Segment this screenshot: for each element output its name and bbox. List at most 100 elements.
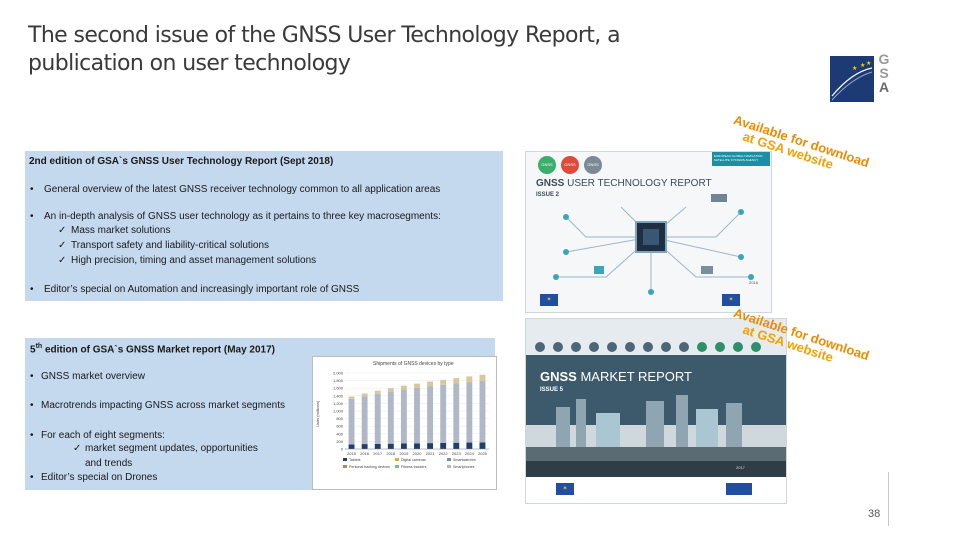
chart-legend-label: Personal tracking devices xyxy=(349,465,390,469)
chart-legend-label: Digital cameras xyxy=(401,458,426,462)
chart-bar xyxy=(414,443,420,449)
cover-year: 2018 xyxy=(749,280,758,285)
chart-x-tick: 2016 xyxy=(360,451,370,456)
chart-bar xyxy=(374,390,381,394)
bullet-dot: • xyxy=(30,284,34,295)
logo-letter: A xyxy=(878,79,890,95)
check-text: market segment updates, opportunities xyxy=(85,443,258,454)
cover-title: GNSS USER TECHNOLOGY REPORT xyxy=(536,178,712,189)
chart-bar xyxy=(387,388,394,392)
check-icon: ✓ xyxy=(58,255,67,266)
circuit-illustration xyxy=(553,194,754,295)
check-text: High precision, timing and asset managem… xyxy=(71,255,317,266)
chart-svg: Shipments of GNSS devices by type Units (… xyxy=(315,361,489,469)
cover-title-rest: USER TECHNOLOGY REPORT xyxy=(567,178,712,189)
bullet-dot: • xyxy=(30,400,34,411)
logo-letter: S xyxy=(879,65,889,81)
bullet-text: For each of eight segments: xyxy=(41,430,165,441)
bullet-text: An in-depth analysis of GNSS user techno… xyxy=(44,211,441,222)
bullet-text: General overview of the latest GNSS rece… xyxy=(44,184,441,195)
chart-legend-label: Smartphones xyxy=(453,465,475,469)
chart-y-tick: 1,000 xyxy=(333,409,344,414)
chart-bar xyxy=(348,398,355,445)
check-icon: ✓ xyxy=(73,443,82,454)
panel-heading: 2nd edition of GSA`s GNSS User Technolog… xyxy=(29,156,334,167)
svg-text:★: ★ xyxy=(860,62,865,69)
check-icon: ✓ xyxy=(58,240,67,251)
chart-bar xyxy=(427,386,434,444)
bullet-text: Editor’s special on Drones xyxy=(41,472,158,483)
chart-legend-label: Tablets xyxy=(349,458,361,462)
chart-bar xyxy=(479,380,486,443)
cover-year: 2017 xyxy=(736,465,745,470)
chart-bar xyxy=(414,387,420,444)
chart-bar xyxy=(440,379,447,385)
cover-badge: GNSS xyxy=(584,156,602,174)
chart-x-tick: 2025 xyxy=(478,451,488,456)
chart-bar xyxy=(361,444,368,449)
cover-issue: ISSUE 2 xyxy=(536,192,560,198)
chart-bar xyxy=(466,376,473,383)
chart-x-tick: 2024 xyxy=(465,451,475,456)
cover-badge: GNSS xyxy=(538,156,556,174)
chart-bar xyxy=(466,382,473,443)
eu-flag-icon: ✶ xyxy=(540,294,558,306)
chart-x-tick: 2021 xyxy=(426,451,436,456)
svg-text:★: ★ xyxy=(866,60,871,67)
chart-bar xyxy=(427,381,434,387)
chart-y-tick: 400 xyxy=(336,431,343,436)
chart-legend-label: Smartwatches xyxy=(453,458,476,462)
chart-bar xyxy=(453,378,460,384)
chart-bar xyxy=(453,442,460,449)
chart-bar xyxy=(400,385,407,390)
chart-bar xyxy=(400,443,407,449)
chart-legend-swatch xyxy=(343,458,347,461)
chart-title: Shipments of GNSS devices by type xyxy=(373,361,454,367)
chart-bar xyxy=(387,443,394,449)
chart-bar xyxy=(440,384,447,443)
chart-y-tick: 2,000 xyxy=(333,371,344,376)
agency-logo-icon xyxy=(726,483,752,495)
chart-bar xyxy=(440,442,447,449)
chart-bar xyxy=(348,396,355,399)
chart-legend-swatch xyxy=(447,458,451,461)
cover-badge: GNSS xyxy=(561,156,579,174)
chart-legend-swatch xyxy=(395,458,399,461)
bullet-dot: • xyxy=(30,211,34,222)
gsa-logo: ★ ★ ★ xyxy=(830,56,874,102)
logo-letter: G xyxy=(878,51,890,67)
heading-text: edition of GSA`s GNSS Market report (May… xyxy=(42,344,275,356)
bullet-dot: • xyxy=(30,430,34,441)
check-text-cont: and trends xyxy=(85,458,133,469)
tech-report-cover[interactable]: GNSS GNSS GNSS EUROPEAN GLOBAL NAVIGATIO… xyxy=(525,151,772,313)
chart-x-tick: 2018 xyxy=(386,451,396,456)
chart-y-tick: 1,200 xyxy=(333,401,344,406)
chart-bar xyxy=(361,396,368,445)
market-report-cover[interactable]: GNSS MARKET REPORT ISSUE 5 2017 ✶ xyxy=(525,318,787,504)
chart-y-tick: 200 xyxy=(336,439,343,444)
heading-number: 5 xyxy=(30,344,36,356)
bullet-dot: • xyxy=(30,371,34,382)
bullet-dot: • xyxy=(30,472,34,483)
cover-issue: ISSUE 5 xyxy=(540,387,564,393)
bullet-text: GNSS market overview xyxy=(41,371,145,382)
chart-y-tick: 1,400 xyxy=(333,393,344,398)
cover-title-bold: GNSS xyxy=(540,369,577,384)
chart-y-label: Units (millions) xyxy=(315,400,320,427)
chart-bar xyxy=(374,393,381,444)
chart-x-tick: 2022 xyxy=(439,451,449,456)
tech-report-panel: 2nd edition of GSA`s GNSS User Technolog… xyxy=(25,151,503,301)
chart-bar xyxy=(414,383,420,388)
eu-flag-icon: ✶ xyxy=(556,483,574,495)
check-text: Mass market solutions xyxy=(71,225,171,236)
chart-legend-swatch xyxy=(343,465,347,468)
chart-bar xyxy=(453,383,460,443)
check-icon: ✓ xyxy=(58,225,67,236)
logo-letters: G S A xyxy=(876,52,892,94)
chart-x-tick: 2023 xyxy=(452,451,462,456)
cover-title-bold: GNSS xyxy=(536,178,565,189)
cover-title-rest: MARKET REPORT xyxy=(580,369,692,384)
agency-label: EUROPEAN GLOBAL NAVIGATION SATELLITE SYS… xyxy=(712,152,770,166)
shipments-chart: Shipments of GNSS devices by type Units (… xyxy=(312,356,497,490)
chart-y-tick: 800 xyxy=(336,416,343,421)
